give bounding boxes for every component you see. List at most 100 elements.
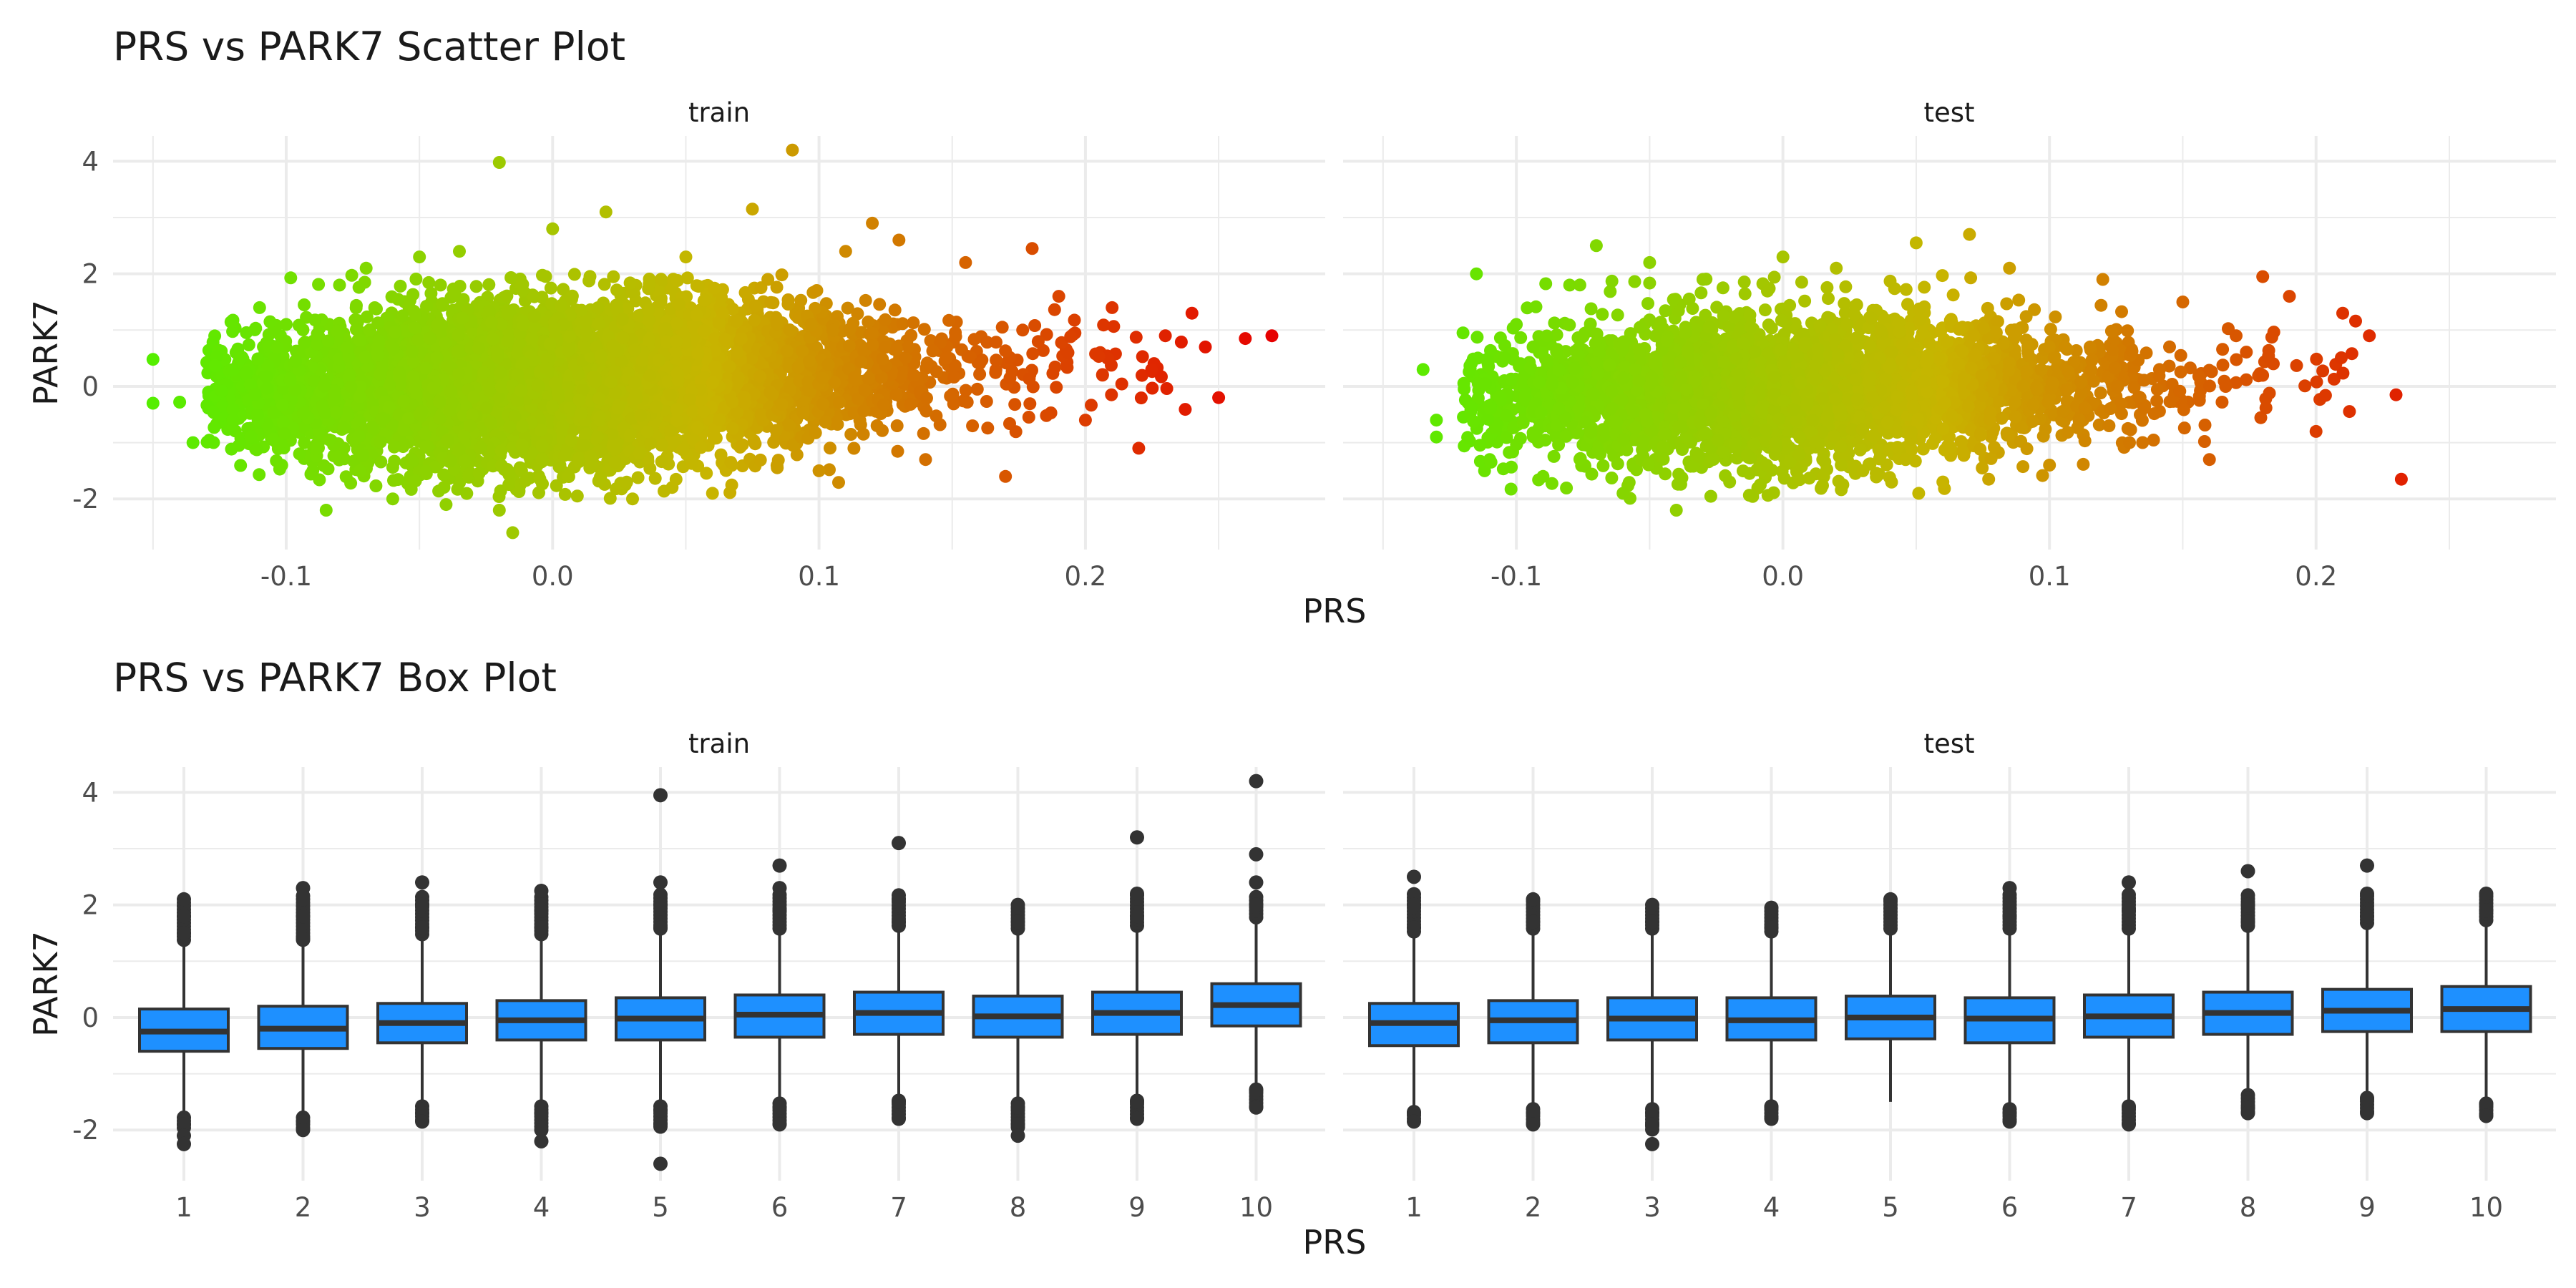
scatter-point: [973, 357, 987, 370]
scatter-point: [449, 288, 462, 302]
scatter-point: [873, 298, 887, 311]
scatter-point: [419, 464, 433, 478]
scatter-point: [1008, 398, 1022, 411]
scatter-point: [558, 487, 572, 501]
scatter-point: [888, 303, 902, 317]
scatter-point: [1096, 368, 1109, 381]
scatter-point: [292, 318, 306, 332]
scatter-point: [847, 441, 861, 455]
scatter-point: [995, 321, 1009, 334]
scatter-point: [597, 278, 611, 291]
scatter-point: [1046, 366, 1060, 380]
scatter-point: [1146, 381, 1159, 395]
scatter-point: [947, 371, 961, 384]
scatter-point: [422, 275, 436, 289]
scatter-point: [1022, 411, 1035, 424]
scatter-point: [317, 459, 331, 472]
scatter-point: [1060, 361, 1074, 374]
scatter-point: [930, 409, 943, 423]
scatter-point: [345, 268, 358, 282]
scatter-point: [409, 273, 423, 286]
scatter-point: [783, 419, 796, 432]
scatter-point: [298, 436, 311, 449]
scatter-point: [434, 278, 447, 292]
scatter-point: [1068, 313, 1081, 327]
scatter-point: [1097, 318, 1111, 332]
scatter-point: [482, 278, 496, 291]
scatter-point: [1040, 328, 1053, 341]
scatter-point: [658, 484, 670, 498]
scatter-point: [610, 283, 623, 297]
scatter-point: [770, 459, 784, 472]
scatter-point: [810, 284, 824, 297]
scatter-point: [879, 341, 892, 354]
scatter-point: [1085, 399, 1098, 412]
scatter-point: [957, 394, 970, 408]
scatter-point: [736, 438, 749, 452]
scatter-point: [284, 271, 298, 285]
scatter-point: [970, 382, 984, 396]
scatter-point: [1107, 320, 1121, 333]
scatter-strip-test: test: [1923, 97, 1974, 128]
scatter-point: [544, 281, 557, 295]
scatter-point: [989, 364, 1002, 376]
scatter-point: [1105, 388, 1118, 401]
scatter-point: [966, 419, 980, 433]
scatter-point: [1179, 403, 1192, 416]
scatter-point: [890, 419, 904, 432]
scatter-strip-train: train: [688, 97, 750, 128]
scatter-point: [273, 462, 286, 476]
scatter-point: [870, 419, 884, 432]
scatter-point: [904, 398, 917, 411]
scatter-point: [1134, 391, 1148, 405]
scatter-point: [700, 467, 713, 480]
scatter-point: [670, 274, 684, 287]
scatter-point: [826, 323, 839, 337]
scatter-point: [369, 479, 383, 492]
scatter-point: [250, 443, 263, 457]
scatter-point: [819, 415, 832, 429]
scatter-point: [562, 470, 575, 483]
scatter-point: [1155, 370, 1168, 384]
scatter-point: [1031, 335, 1045, 348]
scatter-point: [832, 476, 845, 489]
scatter-point: [516, 283, 530, 297]
scatter-point: [781, 298, 795, 311]
scatter-point: [1026, 347, 1040, 361]
scatter-point: [1050, 381, 1063, 394]
scatter-point: [889, 388, 903, 401]
scatter-point: [572, 452, 586, 465]
scatter-point: [648, 472, 662, 485]
scatter-point: [844, 428, 858, 441]
scatter-point: [394, 279, 407, 293]
scatter-point: [783, 323, 796, 336]
scatter-point: [1048, 303, 1061, 316]
scatter-point: [981, 421, 995, 435]
scatter-point: [557, 283, 570, 296]
scatter-point: [482, 304, 496, 318]
scatter-point: [859, 293, 872, 307]
scatter-point: [607, 270, 620, 283]
scatter-point: [841, 301, 854, 315]
scatter-point: [769, 424, 783, 437]
scatter-point: [725, 478, 738, 492]
scatter-point: [1028, 319, 1042, 332]
scatter-point: [583, 270, 597, 283]
scatter-point: [967, 333, 981, 346]
scatter-point: [1009, 425, 1023, 439]
scatter-point: [1023, 372, 1036, 386]
scatter-point: [631, 471, 645, 484]
scatter-point: [990, 353, 1003, 367]
scatter-point: [672, 297, 686, 311]
scatter-point: [420, 300, 433, 313]
scatter-point: [775, 268, 789, 282]
scatter-title: PRS vs PARK7 Scatter Plot: [113, 24, 625, 69]
scatter-point: [570, 489, 584, 503]
scatter-point: [973, 368, 987, 381]
scatter-point: [349, 301, 363, 315]
scatter-point: [234, 459, 248, 472]
scatter-point: [879, 313, 892, 326]
scatter-point: [1023, 397, 1037, 411]
scatter-point: [669, 472, 683, 486]
scatter-point: [917, 426, 930, 440]
